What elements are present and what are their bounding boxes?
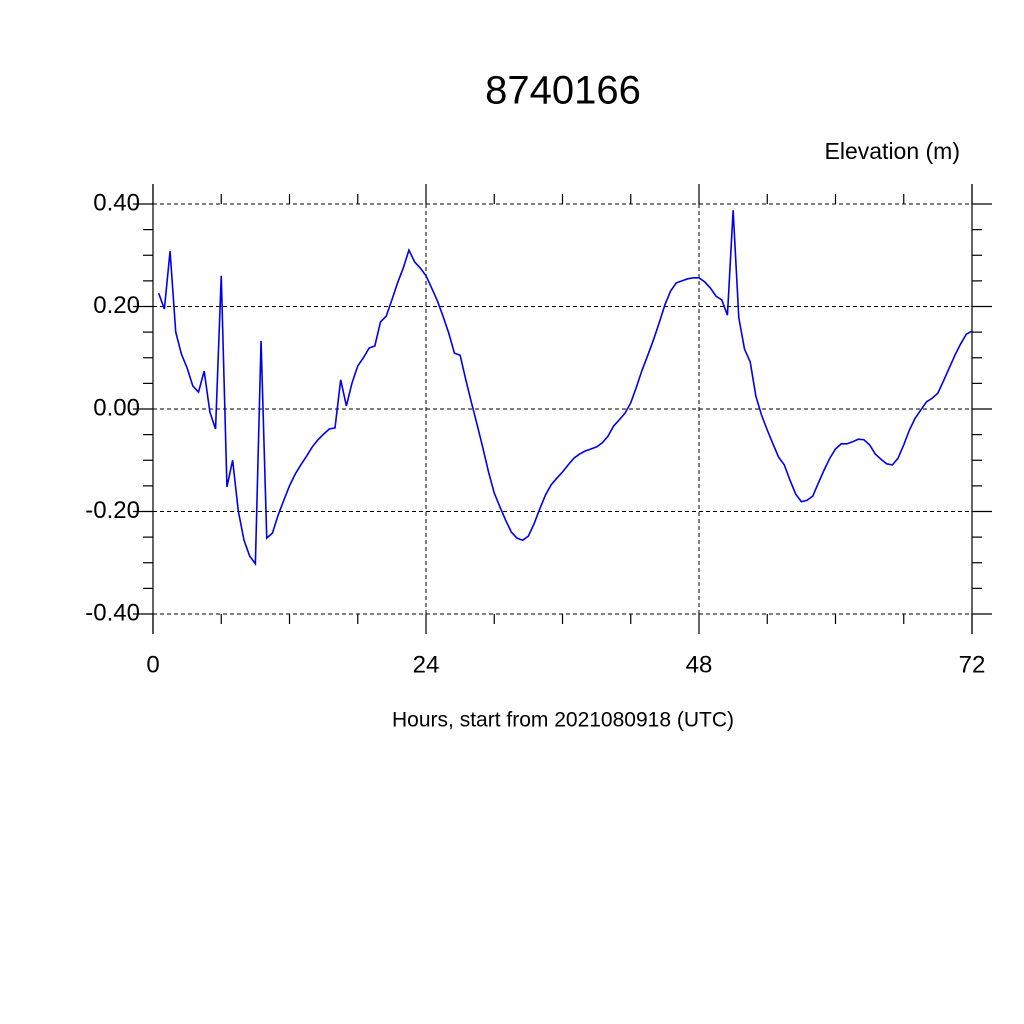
y-axis-label: Elevation (m) <box>825 138 960 164</box>
x-tick-label: 0 <box>146 651 159 678</box>
x-axis-label: Hours, start from 2021080918 (UTC) <box>392 709 734 732</box>
x-tick-label: 24 <box>413 651 440 678</box>
y-tick-label: -0.20 <box>85 497 140 524</box>
y-tick-label: 0.00 <box>93 394 140 421</box>
x-tick-label: 48 <box>686 651 713 678</box>
y-tick-label: -0.40 <box>85 599 140 626</box>
data-line <box>157 210 973 567</box>
chart-title: 8740166 <box>485 69 641 113</box>
y-tick-label: 0.20 <box>93 292 140 319</box>
y-tick-label: 0.40 <box>93 189 140 216</box>
x-tick-label: 72 <box>959 651 986 678</box>
